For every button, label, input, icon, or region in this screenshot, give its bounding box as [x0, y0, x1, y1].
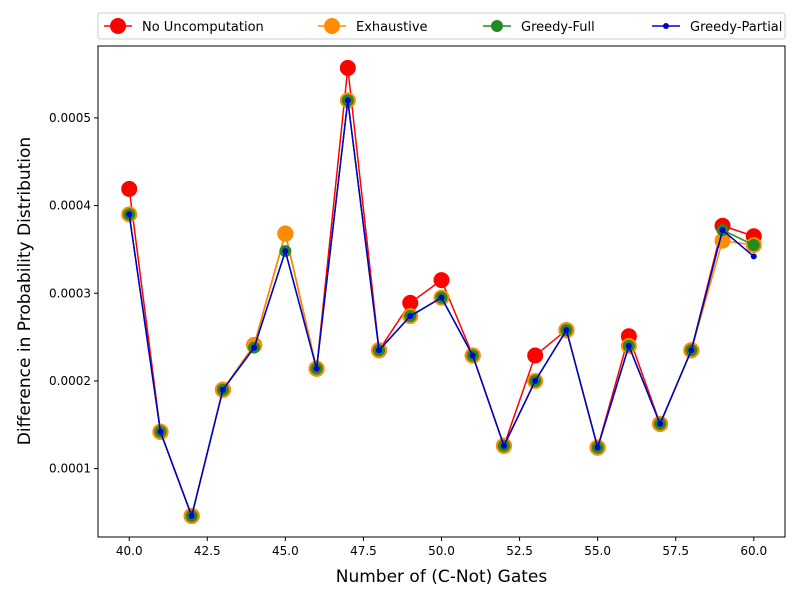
legend-entry-1: Exhaustive	[318, 18, 428, 35]
data-point	[688, 347, 695, 354]
legend-entry-3: Greedy-Partial	[652, 20, 782, 35]
legend-entry-0: No Uncomputation	[104, 18, 264, 35]
x-tick-label: 55.0	[584, 544, 611, 558]
data-point	[433, 272, 450, 289]
y-tick-label: 0.0002	[49, 374, 91, 388]
data-point	[719, 227, 726, 234]
data-point	[469, 352, 476, 359]
data-point	[188, 512, 195, 519]
legend-entry-2: Greedy-Full	[483, 20, 595, 35]
x-tick-label: 57.5	[662, 544, 689, 558]
y-axis-ticks: 0.0001 0.0002 0.0003 0.0004 0.0005	[49, 111, 98, 476]
legend-label: Greedy-Partial	[690, 20, 782, 35]
y-tick-label: 0.0003	[49, 286, 91, 300]
x-tick-label: 42.5	[194, 544, 221, 558]
series-3	[126, 97, 757, 519]
x-tick-label: 60.0	[740, 544, 767, 558]
data-point	[402, 294, 419, 311]
data-point	[339, 59, 356, 76]
x-tick-label: 50.0	[428, 544, 455, 558]
y-tick-label: 0.0001	[49, 462, 91, 476]
data-point	[500, 442, 507, 449]
legend-label: Greedy-Full	[521, 20, 595, 35]
series-layer	[121, 59, 762, 524]
data-point	[747, 239, 760, 252]
data-point	[407, 313, 414, 320]
data-point	[251, 344, 258, 351]
legend-marker	[324, 18, 340, 34]
legend-marker	[491, 20, 503, 32]
data-point	[313, 365, 320, 372]
legend-marker	[110, 18, 126, 34]
data-point	[344, 97, 351, 104]
data-point	[532, 377, 539, 384]
data-point	[376, 347, 383, 354]
data-point	[438, 294, 445, 301]
y-tick-label: 0.0005	[49, 111, 91, 125]
data-point	[126, 211, 133, 218]
data-point	[219, 386, 226, 393]
x-tick-label: 47.5	[350, 544, 377, 558]
x-axis-label: Number of (C-Not) Gates	[336, 567, 548, 587]
y-axis-label: Difference in Probability Distribution	[15, 137, 35, 445]
x-tick-label: 52.5	[506, 544, 533, 558]
data-point	[277, 225, 294, 242]
legend-frame	[97, 12, 786, 40]
data-point	[121, 180, 138, 197]
x-tick-label: 45.0	[272, 544, 299, 558]
data-point	[594, 444, 601, 451]
data-point	[157, 428, 164, 435]
y-tick-label: 0.0004	[49, 199, 91, 213]
x-tick-label: 40.0	[116, 544, 143, 558]
data-point	[750, 253, 757, 260]
legend-label: No Uncomputation	[142, 20, 264, 35]
data-point	[657, 420, 664, 427]
x-axis-ticks: 40.0 42.5 45.0 47.5 50.0 52.5 55.0 57.5 60.0	[116, 537, 767, 558]
data-point	[527, 347, 544, 364]
legend-label: Exhaustive	[356, 20, 428, 35]
legend: No Uncomputation Exhaustive Greedy-Full Gre…	[97, 12, 786, 40]
data-point	[625, 342, 632, 349]
legend-marker	[663, 23, 669, 29]
data-point	[282, 248, 289, 255]
data-point	[563, 327, 570, 334]
